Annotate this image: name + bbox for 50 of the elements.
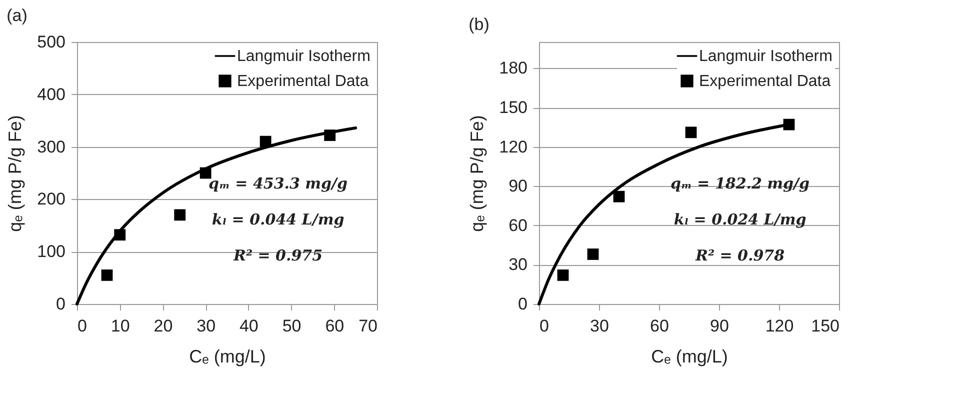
x-axis-title: Cₑ (mg/L)	[651, 346, 728, 366]
annotation: R² = 0.975	[232, 246, 323, 264]
x-tick-label: 30	[196, 316, 216, 336]
point	[101, 269, 113, 281]
y-tick-label: 30	[508, 255, 528, 274]
annotation: kₗ = 0.044 L/mg	[212, 210, 344, 228]
point	[200, 167, 212, 179]
annotation: R² = 0.978	[694, 246, 786, 264]
y-tick-label: 60	[508, 216, 528, 235]
point	[260, 136, 272, 148]
x-tick-label: 60	[650, 316, 669, 336]
x-tick-label: 60	[325, 316, 344, 336]
y-tick-label: 200	[37, 190, 66, 209]
x-tick-label: 70	[358, 316, 378, 336]
x-tick-label: 90	[710, 316, 729, 336]
y-tick-label: 300	[37, 137, 66, 156]
y-tick-label: 120	[499, 137, 528, 156]
annotation: kₗ = 0.024 L/mg	[674, 210, 806, 228]
x-tick-label: 50	[282, 316, 302, 336]
legend-label: Experimental Data	[237, 73, 369, 90]
x-tick-label: 150	[811, 316, 840, 336]
legend-label: Langmuir Isotherm	[699, 48, 832, 65]
y-tick-label: 500	[37, 32, 66, 52]
x-tick-label: 40	[239, 316, 258, 336]
legend-label: Experimental Data	[699, 73, 831, 90]
y-tick-label: 150	[499, 98, 528, 117]
annotation: qₘ = 453.3 mg/g	[208, 174, 348, 192]
y-axis-title: qₑ (mg P/g Fe)	[5, 115, 26, 232]
line-series	[76, 126, 358, 306]
y-tick-label: 100	[37, 242, 66, 262]
x-axis-title: Cₑ (mg/L)	[189, 346, 266, 366]
x-tick-label: 0	[540, 316, 549, 336]
x-tick-label: 10	[110, 316, 130, 336]
y-tick-label: 0	[518, 294, 528, 314]
x-tick-label: 20	[154, 316, 173, 336]
y-tick-label: 400	[37, 84, 66, 104]
y-tick-label: 180	[499, 58, 528, 78]
chart-title: (a)	[6, 6, 28, 25]
point	[324, 130, 336, 141]
annotation: qₘ = 182.2 mg/g	[670, 174, 810, 192]
x-tick-label: 0	[78, 316, 87, 336]
chart-title: (b)	[468, 15, 490, 34]
x-tick-label: 30	[590, 316, 609, 336]
y-tick-label: 0	[56, 294, 66, 314]
point	[114, 229, 126, 241]
y-tick-label: 90	[508, 176, 528, 196]
y-axis-title: qₑ (mg P/g Fe)	[467, 115, 488, 232]
legend-label: Langmuir Isotherm	[237, 48, 370, 65]
point	[174, 209, 186, 221]
x-tick-label: 120	[765, 316, 794, 336]
